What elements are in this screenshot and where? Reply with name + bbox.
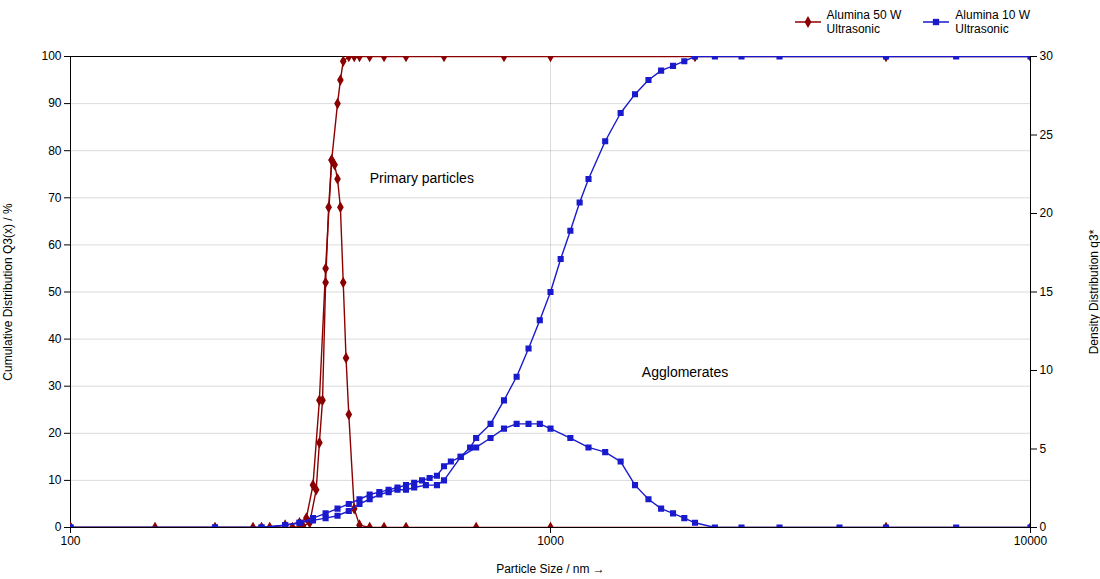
svg-text:25: 25 xyxy=(1040,128,1054,142)
svg-text:90: 90 xyxy=(48,96,62,110)
svg-text:20: 20 xyxy=(48,426,62,440)
svg-text:30: 30 xyxy=(1040,49,1054,63)
svg-text:100: 100 xyxy=(41,49,61,63)
svg-text:Cumulative Distribution Q3(x): Cumulative Distribution Q3(x) / % xyxy=(1,203,15,381)
html-text:Alumina 10 W Ultrasonic: Alumina 10 W Ultrasonic xyxy=(955,7,1030,36)
svg-text:10: 10 xyxy=(1040,363,1054,377)
svg-text:0: 0 xyxy=(1040,520,1047,534)
svg-text:1000: 1000 xyxy=(537,534,564,548)
svg-text:30: 30 xyxy=(48,379,62,393)
svg-text:Particle Size / nm →: Particle Size / nm → xyxy=(496,562,605,576)
svg-text:70: 70 xyxy=(48,191,62,205)
svg-text:Agglomerates: Agglomerates xyxy=(642,364,728,380)
svg-text:100: 100 xyxy=(60,534,80,548)
svg-text:10000: 10000 xyxy=(1014,534,1048,548)
svg-text:Primary particles: Primary particles xyxy=(370,170,474,186)
svg-text:80: 80 xyxy=(48,144,62,158)
svg-text:10: 10 xyxy=(48,473,62,487)
svg-text:5: 5 xyxy=(1040,442,1047,456)
svg-text:15: 15 xyxy=(1040,285,1054,299)
svg-text:Density Distribution q3*: Density Distribution q3* xyxy=(1087,229,1100,354)
svg-text:0: 0 xyxy=(55,520,62,534)
svg-text:60: 60 xyxy=(48,238,62,252)
svg-text:50: 50 xyxy=(48,285,62,299)
html-text:Alumina 50 W Ultrasonic: Alumina 50 W Ultrasonic xyxy=(826,7,902,36)
svg-text:40: 40 xyxy=(48,332,62,346)
svg-text:20: 20 xyxy=(1040,206,1054,220)
